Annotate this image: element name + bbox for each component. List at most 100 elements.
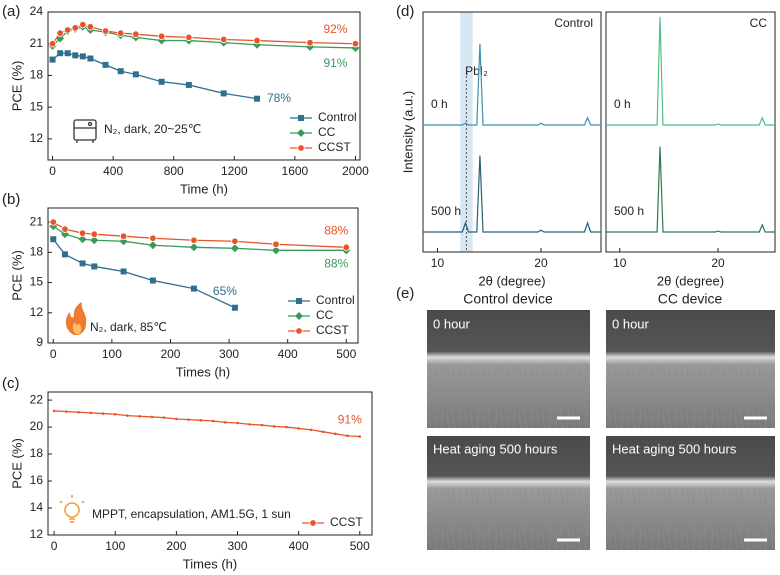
y-tick-label: 21	[30, 36, 44, 50]
y-tick-label: 18	[30, 245, 44, 259]
marker	[189, 243, 198, 252]
x-tick-label: 0	[50, 347, 57, 361]
image-label: 0 hour	[612, 316, 650, 331]
x-tick-label: 20	[534, 256, 548, 270]
marker	[120, 268, 127, 275]
sem-image	[606, 310, 775, 428]
trace-label: 0 h	[431, 97, 448, 111]
x-axis-label: Times (h)	[183, 556, 237, 571]
x-tick-label: 2000	[342, 164, 369, 178]
image-label: 0 hour	[433, 316, 471, 331]
image-label: Heat aging 500 hours	[433, 441, 558, 456]
marker	[64, 50, 71, 57]
marker	[77, 410, 80, 414]
x-tick-label: 300	[227, 539, 247, 553]
annotation: MPPT, encapsulation, AM1.5G, 1 sun	[92, 507, 291, 521]
band-label: PbI₂	[465, 64, 488, 78]
marker	[285, 425, 288, 429]
end-label: 92%	[323, 22, 347, 36]
y-tick-label: 21	[30, 214, 44, 228]
marker	[87, 55, 94, 62]
marker	[90, 236, 99, 245]
panel-label: (b)	[2, 191, 20, 208]
marker	[346, 434, 349, 438]
marker	[358, 435, 362, 438]
y-axis-label: PCE (%)	[9, 250, 24, 301]
marker	[309, 519, 317, 527]
x-tick-label: 100	[105, 539, 125, 553]
marker	[132, 71, 139, 78]
y-tick-label: 18	[30, 446, 44, 460]
marker	[78, 229, 87, 237]
marker	[297, 144, 305, 152]
marker	[254, 95, 261, 102]
spectrum	[423, 155, 601, 233]
end-label: 91%	[338, 413, 362, 427]
marker	[101, 412, 105, 415]
marker	[117, 68, 124, 75]
plot-frame	[47, 391, 373, 536]
y-axis-label: PCE (%)	[9, 438, 24, 489]
marker	[334, 432, 337, 436]
end-label: 88%	[324, 256, 348, 270]
marker	[132, 30, 140, 38]
storage-icon	[73, 119, 97, 143]
marker	[113, 412, 117, 416]
marker	[138, 414, 141, 418]
x-tick-label: 100	[102, 347, 122, 361]
x-tick-label: 1200	[221, 164, 248, 178]
y-tick-label: 24	[30, 4, 44, 18]
x-tick-label: 20	[711, 256, 725, 270]
marker	[185, 81, 192, 88]
x-tick-label: 500	[336, 347, 356, 361]
x-tick-label: 200	[160, 347, 180, 361]
marker	[190, 236, 198, 244]
x-tick-label: 0	[51, 539, 58, 553]
marker	[49, 56, 56, 63]
legend-label: Control	[316, 293, 355, 307]
x-tick-label: 1600	[282, 164, 309, 178]
marker	[187, 418, 190, 421]
sem-image	[427, 436, 590, 550]
column-title: Control device	[463, 291, 553, 307]
image-label: Heat aging 500 hours	[612, 441, 737, 456]
marker	[231, 304, 238, 311]
marker	[116, 29, 125, 37]
marker	[149, 234, 157, 242]
trace-label: 500 h	[614, 204, 644, 218]
marker	[230, 244, 239, 253]
y-tick-label: 18	[30, 68, 44, 82]
sem-image	[606, 436, 775, 550]
end-label: 88%	[324, 223, 348, 237]
y-tick-label: 12	[30, 305, 44, 319]
x-tick-label: 10	[431, 256, 445, 270]
flame-icon	[65, 302, 87, 335]
column-title: CC device	[658, 291, 723, 307]
marker	[297, 129, 305, 137]
end-label: 78%	[267, 91, 291, 105]
legend-label: CCST	[316, 323, 349, 337]
spectrum	[423, 43, 601, 126]
series-line	[54, 410, 360, 438]
annotation: N₂, dark, 20~25℃	[104, 122, 201, 136]
marker	[223, 421, 227, 424]
marker	[185, 33, 193, 42]
x-tick-label: 400	[289, 539, 309, 553]
marker	[272, 240, 280, 248]
y-tick-label: 20	[30, 419, 44, 433]
end-label: 91%	[323, 56, 347, 70]
marker	[272, 425, 276, 428]
y-tick-label: 12	[30, 527, 44, 541]
marker	[90, 230, 98, 238]
marker	[52, 409, 56, 413]
x-tick-label: 500	[350, 539, 370, 553]
marker	[71, 24, 79, 32]
x-axis-label: 2θ (degree)	[478, 273, 545, 288]
marker	[61, 225, 69, 233]
marker	[57, 50, 64, 57]
x-axis-label: 2θ (degree)	[657, 273, 724, 288]
panel-title: Control	[554, 16, 593, 30]
spectrum	[606, 146, 775, 233]
legend-label: CC	[316, 308, 334, 322]
